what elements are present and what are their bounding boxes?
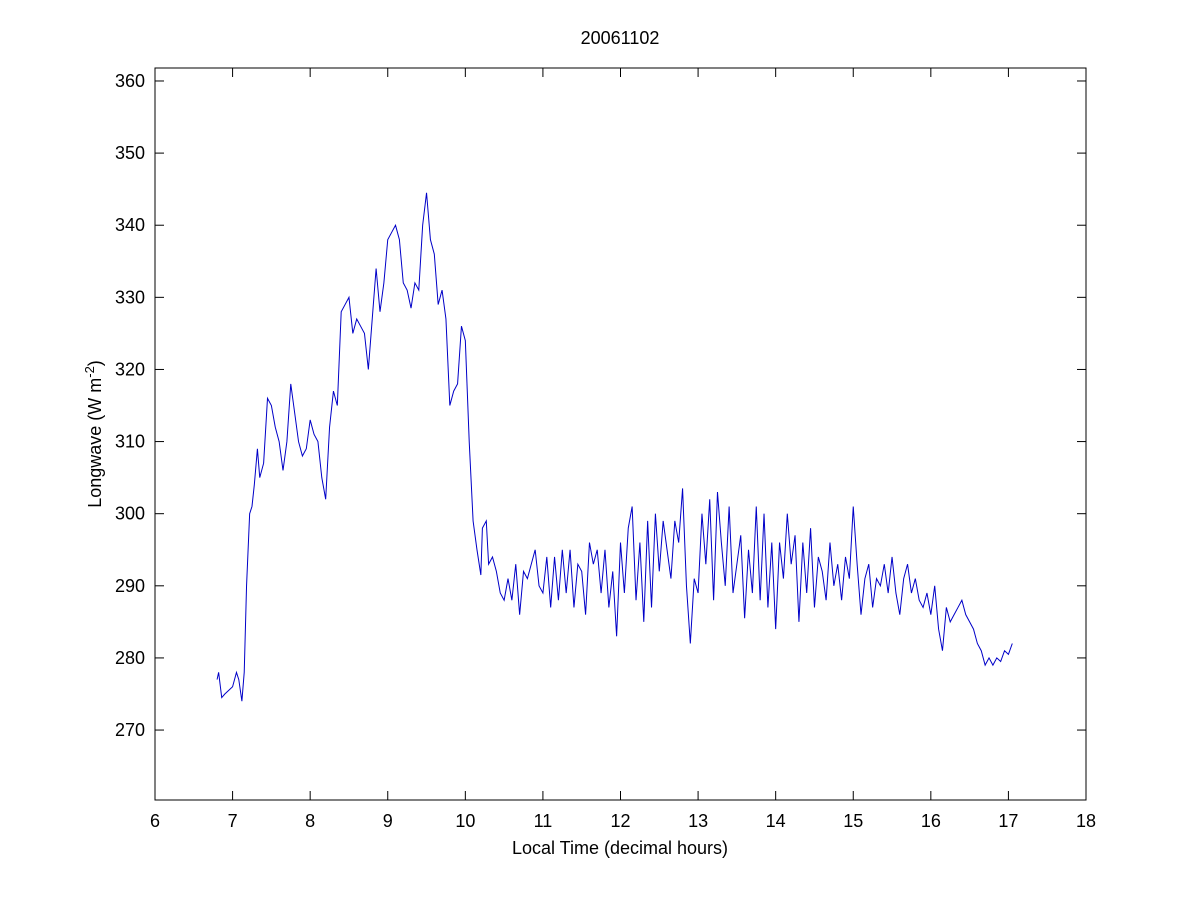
- y-tick-label: 270: [115, 720, 145, 740]
- y-tick-label: 280: [115, 648, 145, 668]
- x-tick-label: 8: [305, 811, 315, 831]
- y-tick-label: 340: [115, 215, 145, 235]
- x-tick-label: 18: [1076, 811, 1096, 831]
- y-tick-label: 300: [115, 504, 145, 524]
- x-tick-label: 16: [921, 811, 941, 831]
- x-tick-label: 10: [455, 811, 475, 831]
- x-tick-label: 15: [843, 811, 863, 831]
- y-axis-label: Longwave (W m-2): [82, 360, 106, 508]
- x-tick-label: 12: [610, 811, 630, 831]
- data-line: [216, 192, 1013, 702]
- x-tick-label: 7: [228, 811, 238, 831]
- y-tick-label: 330: [115, 287, 145, 307]
- y-tick-label: 360: [115, 71, 145, 91]
- y-tick-label: 350: [115, 143, 145, 163]
- x-tick-label: 13: [688, 811, 708, 831]
- y-label-superscript: -2: [82, 366, 97, 378]
- x-tick-label: 11: [534, 811, 553, 831]
- y-label-text: Longwave (W m: [85, 378, 105, 508]
- x-axis-label: Local Time (decimal hours): [512, 838, 728, 858]
- plot-frame: [154, 67, 1087, 801]
- chart-title: 20061102: [581, 28, 660, 48]
- y-label-text: ): [85, 360, 105, 366]
- y-tick-label: 320: [115, 359, 145, 379]
- x-tick-label: 17: [998, 811, 1018, 831]
- y-tick-label: 310: [115, 432, 145, 452]
- y-tick-label: 290: [115, 576, 145, 596]
- x-tick-label: 6: [150, 811, 160, 831]
- x-tick-label: 9: [383, 811, 393, 831]
- x-tick-label: 14: [766, 811, 786, 831]
